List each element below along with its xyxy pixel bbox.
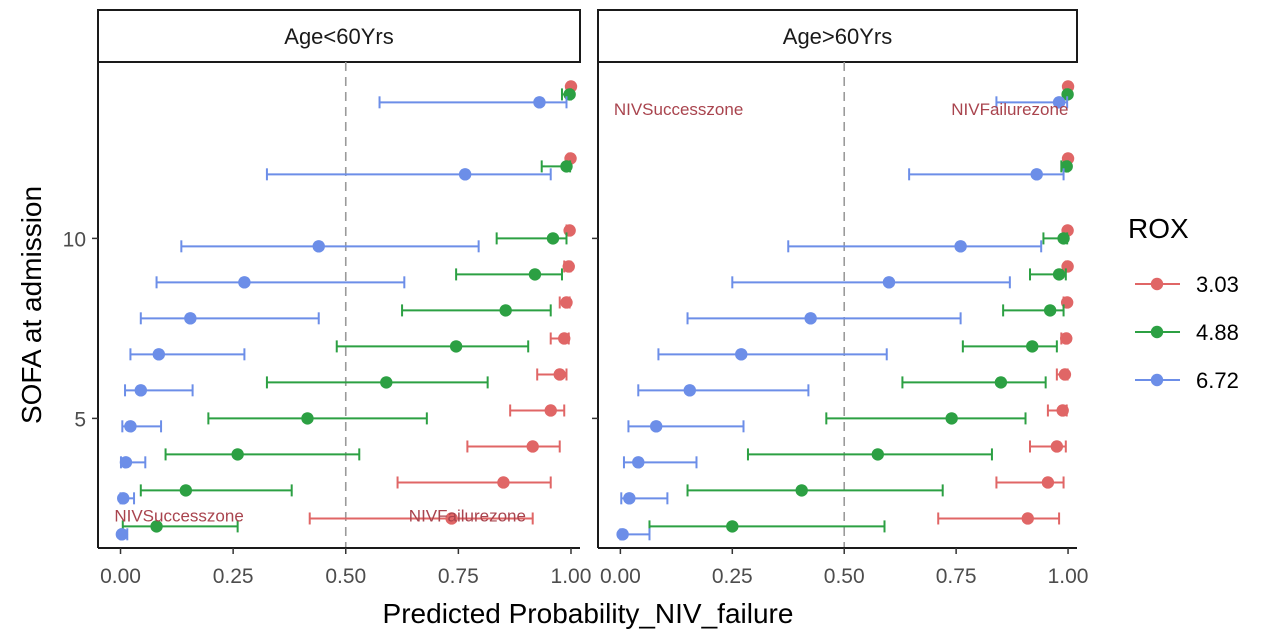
data-point [558, 332, 571, 345]
data-point [623, 492, 636, 505]
data-point [301, 412, 314, 425]
data-point [1050, 440, 1064, 453]
data-point [1056, 404, 1069, 417]
data-point [380, 376, 393, 389]
data-point [115, 528, 129, 541]
data-point [445, 512, 458, 525]
data-point [649, 420, 663, 433]
data-point [871, 448, 884, 461]
data-point [179, 484, 193, 497]
legend-item: 3.03 [1135, 272, 1239, 297]
data-point [563, 224, 576, 237]
data-point [1041, 476, 1055, 489]
data-point [616, 528, 629, 541]
data-point [553, 368, 566, 381]
data-point [152, 348, 166, 361]
legend-item: 6.72 [1135, 368, 1239, 393]
x-tick-label: 0.00 [600, 565, 641, 588]
data-point [560, 160, 573, 173]
data-point [150, 520, 163, 533]
facet-strip [97, 9, 581, 63]
data-point [1060, 160, 1073, 173]
data-point [735, 348, 748, 361]
data-point [1061, 88, 1074, 101]
x-tick-label: 0.50 [325, 565, 366, 588]
data-point [1026, 340, 1039, 353]
zone-annotation: NIVSuccesszone [114, 507, 243, 526]
data-point [945, 412, 958, 425]
data-point [184, 312, 197, 325]
x-axis-title: Predicted Probability_NIV_failure [383, 598, 794, 629]
data-point [804, 312, 817, 325]
data-point [497, 476, 510, 489]
data-point [134, 384, 147, 397]
data-point [954, 240, 967, 253]
data-point [449, 340, 463, 353]
data-point [238, 276, 251, 289]
data-point [458, 168, 472, 181]
data-point [1057, 232, 1070, 245]
legend-item: 4.88 [1135, 320, 1239, 345]
data-point [1021, 512, 1034, 525]
zone-annotation: NIVFailurezone [409, 507, 526, 526]
data-point [533, 96, 546, 109]
y-axis-title: SOFA at admission [16, 186, 47, 424]
data-point [544, 404, 557, 417]
data-point [1058, 368, 1072, 381]
panel-1: Age<60Yrs NIVSuccesszone NIVFailurezone 0.0… [63, 9, 592, 588]
legend: ROX 3.03 4.88 6.72 [1128, 213, 1239, 393]
zone-annotation: NIVFailurezone [951, 100, 1068, 119]
x-tick-label: 1.00 [1048, 565, 1089, 588]
data-point [994, 376, 1008, 389]
legend-key-point [1150, 325, 1164, 339]
data-point [562, 260, 575, 273]
x-tick-label: 0.50 [824, 565, 865, 588]
data-point [1052, 96, 1066, 109]
y-tick-label: 10 [63, 228, 86, 251]
data-point [1060, 332, 1073, 345]
y-tick-label: 5 [74, 408, 86, 431]
facet-strip [597, 9, 1078, 63]
facet-label: Age>60Yrs [783, 24, 892, 49]
legend-label: 6.72 [1196, 368, 1239, 393]
data-point [312, 240, 325, 253]
zone-annotation: NIVSuccesszone [614, 100, 743, 119]
data-point [683, 384, 696, 397]
panel-2: Age>60Yrs NIVSuccesszone NIVFailurezone 0.0… [592, 9, 1089, 588]
data-point [231, 448, 244, 461]
legend-label: 4.88 [1196, 320, 1239, 345]
x-tick-label: 0.25 [712, 565, 753, 588]
data-point [119, 456, 133, 469]
data-point [563, 88, 576, 101]
data-point [117, 492, 130, 505]
data-point [546, 232, 560, 245]
facet-label: Age<60Yrs [284, 24, 393, 49]
data-point [499, 304, 512, 317]
data-point [1043, 304, 1057, 317]
data-point [726, 520, 739, 533]
data-point [795, 484, 808, 497]
legend-key-point [1150, 373, 1164, 387]
x-tick-label: 0.00 [100, 565, 141, 588]
data-point [124, 420, 137, 433]
data-point [632, 456, 645, 469]
legend-label: 3.03 [1196, 272, 1239, 297]
data-point [526, 440, 539, 453]
x-tick-label: 0.75 [438, 565, 479, 588]
data-point [1030, 168, 1043, 181]
x-tick-label: 0.75 [936, 565, 977, 588]
data-point [560, 296, 573, 309]
x-tick-label: 0.25 [213, 565, 254, 588]
data-point [1061, 260, 1074, 273]
data-point [528, 268, 542, 281]
legend-key-point [1150, 277, 1164, 291]
x-tick-label: 1.00 [551, 565, 592, 588]
data-point [1052, 268, 1066, 281]
legend-title: ROX [1128, 213, 1189, 244]
data-point [882, 276, 896, 289]
